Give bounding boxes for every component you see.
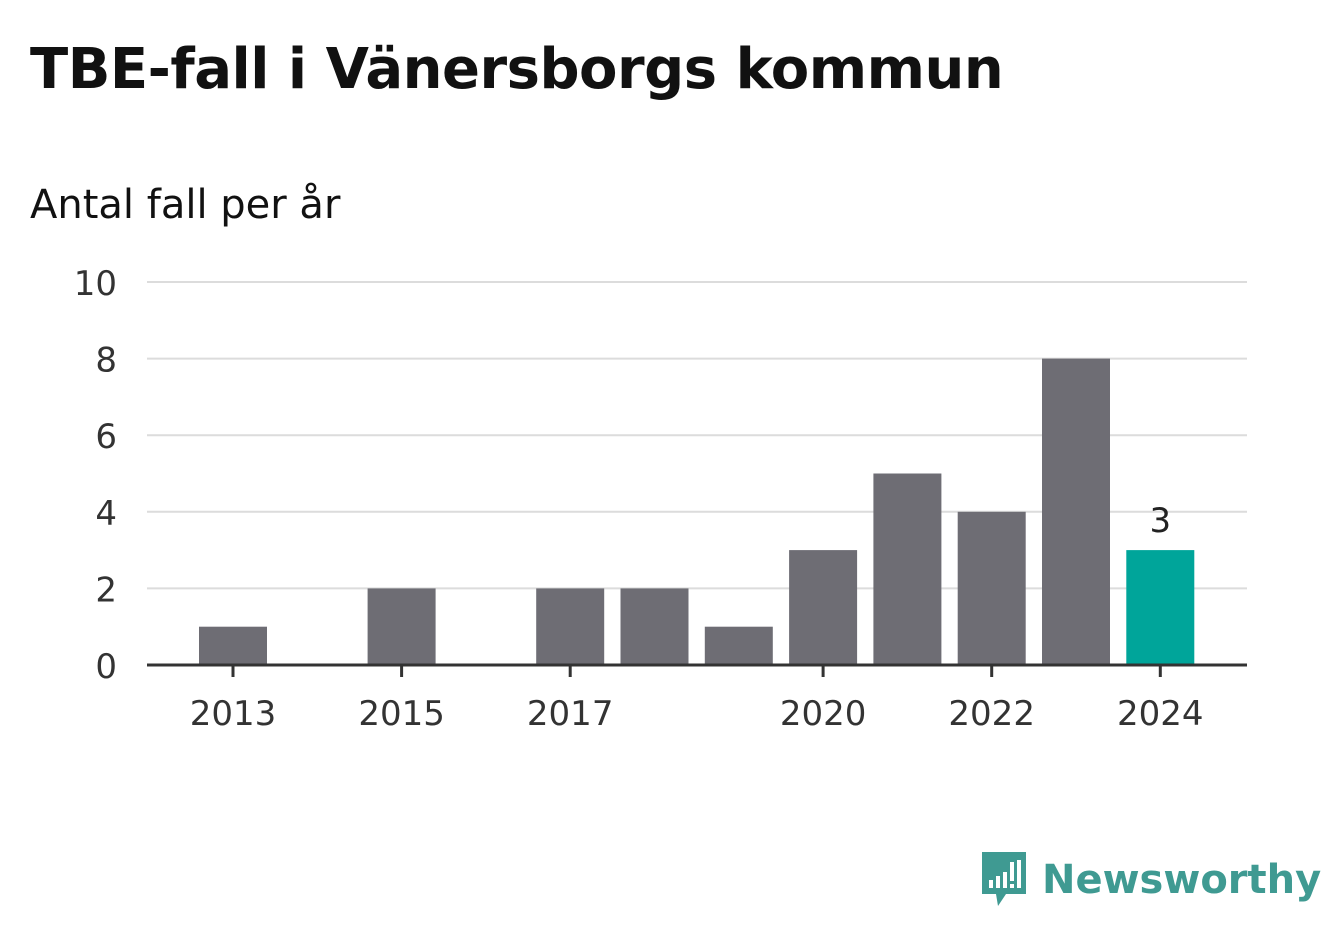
data-label-2024: 3 <box>1149 501 1171 541</box>
bar-2019 <box>704 626 773 665</box>
chart-subtitle: Antal fall per år <box>30 182 341 228</box>
y-tick-label-6: 6 <box>95 417 117 457</box>
x-tick-label-2020: 2020 <box>780 694 867 734</box>
y-tick-label-8: 8 <box>95 341 117 381</box>
y-tick-label-0: 0 <box>95 647 117 687</box>
y-tick-label-2: 2 <box>95 570 117 610</box>
x-tick-label-2024: 2024 <box>1117 694 1204 734</box>
bar-2023 <box>1042 358 1110 665</box>
x-tick-label-2015: 2015 <box>358 694 445 734</box>
newsworthy-logo: Newsworthy <box>980 845 1321 915</box>
newsworthy-icon <box>982 852 1026 906</box>
bar-2021 <box>873 473 942 665</box>
bar-2024 <box>1126 550 1195 665</box>
bar-2017 <box>536 588 605 665</box>
bar-2015 <box>367 588 436 665</box>
chart-title: TBE-fall i Vänersborgs kommun <box>30 37 1004 102</box>
bar-2020 <box>789 550 858 665</box>
x-tick-label-2013: 2013 <box>190 694 277 734</box>
bar-2013 <box>199 626 267 665</box>
bar-2018 <box>620 588 689 665</box>
y-tick-label-10: 10 <box>74 264 117 304</box>
bar-2022 <box>957 511 1026 665</box>
x-tick-label-2022: 2022 <box>948 694 1035 734</box>
y-tick-label-4: 4 <box>95 494 117 534</box>
x-tick-label-2017: 2017 <box>527 694 614 734</box>
brand-name: Newsworthy <box>1042 857 1322 903</box>
